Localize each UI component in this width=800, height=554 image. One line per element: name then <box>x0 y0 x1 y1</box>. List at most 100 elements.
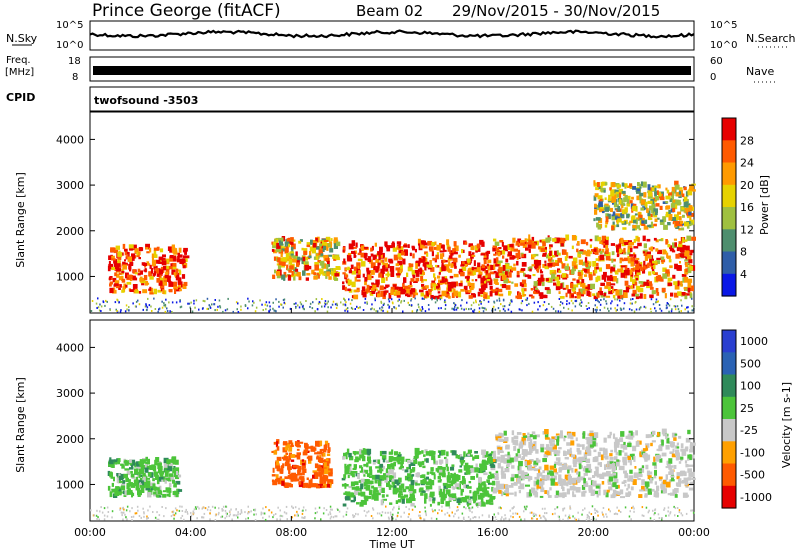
echo-cell <box>247 505 249 508</box>
echo-cell <box>167 477 172 482</box>
echo-cell <box>530 487 536 494</box>
echo-cell <box>363 253 368 257</box>
echo-cell <box>578 463 582 470</box>
echo-cell <box>529 459 534 462</box>
echo-cell <box>471 270 475 276</box>
echo-cell <box>518 308 521 311</box>
echo-cell <box>496 480 500 487</box>
echo-cell <box>341 483 347 487</box>
echo-cell <box>638 281 643 284</box>
echo-cell <box>539 495 544 498</box>
echo-cell <box>202 299 205 302</box>
echo-cell <box>483 490 489 494</box>
echo-cell <box>512 512 514 515</box>
echo-cell <box>108 459 114 465</box>
colorbar-segment <box>722 330 736 353</box>
echo-cell <box>148 304 151 307</box>
echo-cell <box>208 304 210 307</box>
echo-cell <box>451 292 455 298</box>
echo-cell <box>636 268 641 273</box>
echo-cell <box>674 507 677 510</box>
echo-cell <box>570 435 574 440</box>
echo-cell <box>352 246 357 249</box>
echo-cell <box>351 299 353 302</box>
echo-cell <box>593 432 599 438</box>
echo-cell <box>204 300 206 303</box>
echo-cell <box>125 272 129 279</box>
echo-cell <box>582 436 585 439</box>
echo-cell <box>263 512 266 515</box>
echo-cell <box>541 480 545 485</box>
velocity-colorbar-label: Velocity [m s-1] <box>780 382 793 468</box>
echo-cell <box>272 480 278 486</box>
echo-cell <box>410 462 416 466</box>
echo-cell <box>559 483 563 486</box>
echo-cell <box>152 273 155 277</box>
echo-cell <box>407 473 412 477</box>
echo-cell <box>654 185 659 188</box>
echo-cell <box>673 305 676 307</box>
echo-cell <box>642 448 647 452</box>
colorbar-segment <box>722 207 736 230</box>
echo-cell <box>209 306 212 309</box>
colorbar-tick-label: 100 <box>740 380 761 393</box>
echo-cell <box>410 288 416 294</box>
echo-cell <box>549 244 553 248</box>
echo-cell <box>408 464 411 470</box>
echo-cell <box>458 469 463 473</box>
echo-cell <box>687 310 689 313</box>
echo-cell <box>139 278 144 282</box>
echo-cell <box>520 518 522 521</box>
echo-cell <box>521 456 525 459</box>
echo-cell <box>585 262 589 267</box>
echo-cell <box>431 298 433 301</box>
echo-cell <box>314 517 316 520</box>
echo-cell <box>446 287 449 293</box>
echo-cell <box>424 310 427 313</box>
colorbar-tick-label: 16 <box>740 201 754 214</box>
ytick-label: 2000 <box>56 225 84 238</box>
echo-cell <box>678 511 681 514</box>
echo-cell <box>673 220 677 223</box>
echo-cell <box>478 271 483 276</box>
echo-cell <box>686 306 688 309</box>
echo-cell <box>471 252 475 255</box>
echo-cell <box>535 481 540 485</box>
echo-cell <box>496 438 501 442</box>
echo-cell <box>529 268 532 272</box>
echo-cell <box>599 447 603 452</box>
echo-cell <box>111 488 115 493</box>
echo-cell <box>384 511 387 514</box>
echo-cell <box>589 433 594 437</box>
echo-cell <box>356 502 360 505</box>
echo-cell <box>653 465 657 469</box>
echo-cell <box>317 440 321 447</box>
echo-cell <box>582 282 586 289</box>
echo-cell <box>471 506 474 509</box>
echo-cell <box>354 459 359 463</box>
echo-cell <box>554 461 558 466</box>
echo-cell <box>347 475 350 479</box>
echo-cell <box>108 263 113 270</box>
echo-cell <box>398 477 402 483</box>
echo-cell <box>612 221 615 227</box>
echo-cell <box>353 464 357 469</box>
echo-cell <box>193 511 195 514</box>
echo-cell <box>512 237 516 243</box>
echo-cell <box>498 247 502 250</box>
echo-cell <box>674 184 680 190</box>
echo-cell <box>173 472 177 478</box>
echo-cell <box>125 509 128 512</box>
echo-cell <box>595 518 597 521</box>
echo-cell <box>495 257 499 262</box>
echo-cell <box>441 449 446 456</box>
echo-cell <box>517 294 522 300</box>
echo-cell <box>168 482 172 488</box>
echo-cell <box>360 499 365 503</box>
echo-cell <box>490 264 495 270</box>
echo-cell <box>681 451 687 456</box>
echo-cell <box>439 250 445 253</box>
echo-cell <box>148 288 152 291</box>
echo-cell <box>642 235 646 242</box>
echo-cell <box>269 308 271 311</box>
